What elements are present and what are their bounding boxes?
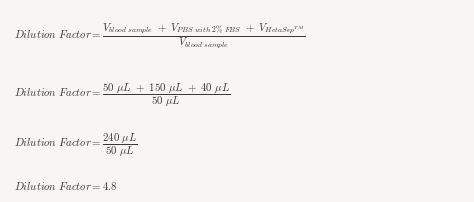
- Text: $\mathit{Dilution\ Factor} = \dfrac{V_{\mathit{blood\ sample}}\ +\ V_{\mathit{PB: $\mathit{Dilution\ Factor} = \dfrac{V_{\…: [14, 22, 306, 51]
- Text: $\mathit{Dilution\ Factor} = \dfrac{50\ \mu L\ +\ 150\ \mu L\ +\ 40\ \mu L}{50\ : $\mathit{Dilution\ Factor} = \dfrac{50\ …: [14, 81, 231, 109]
- Text: $\mathit{Dilution\ Factor} = \dfrac{240\ \mu L}{50\ \mu L}$: $\mathit{Dilution\ Factor} = \dfrac{240\…: [14, 132, 138, 159]
- Text: $\mathit{Dilution\ Factor} = 4.8$: $\mathit{Dilution\ Factor} = 4.8$: [14, 180, 118, 192]
